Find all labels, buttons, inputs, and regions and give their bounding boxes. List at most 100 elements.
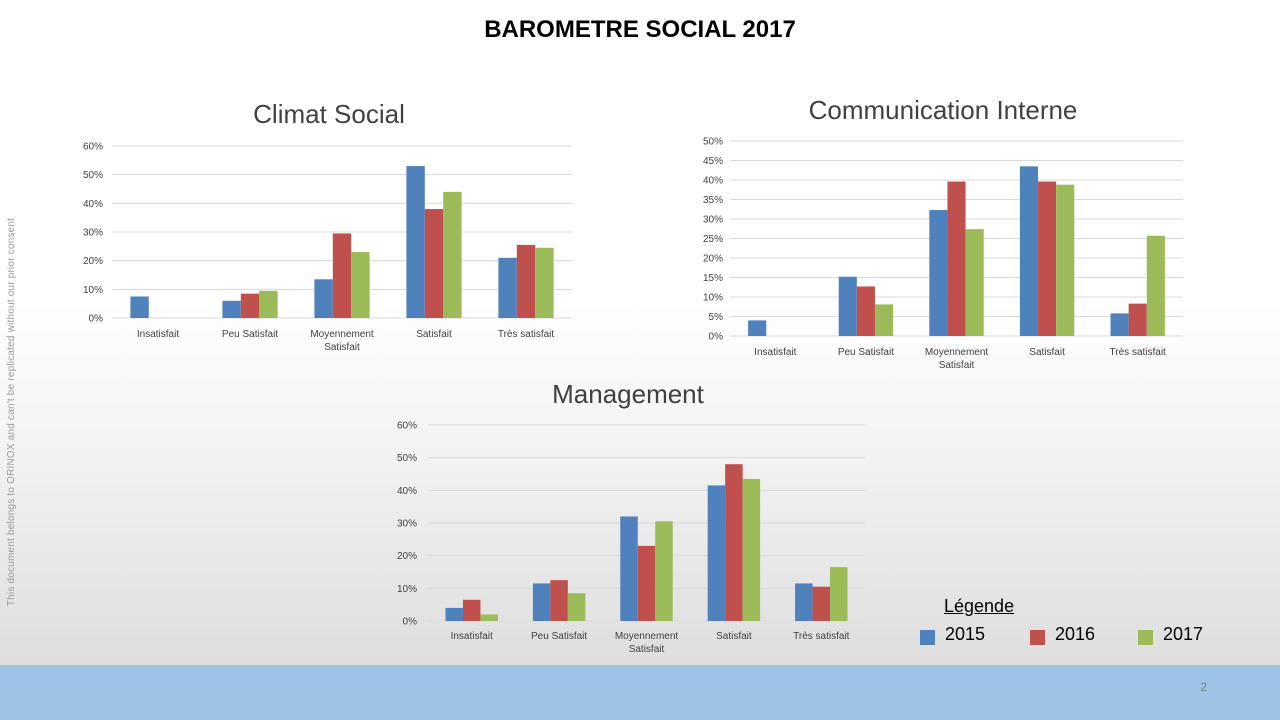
chart-title-climat-social: Climat Social bbox=[253, 99, 405, 129]
bar-satisfait-2015 bbox=[1019, 166, 1039, 336]
x-category-label: Satisfait bbox=[716, 631, 752, 642]
legend-item-2017: 2017 bbox=[1138, 622, 1203, 646]
y-tick-label: 10% bbox=[83, 285, 103, 296]
bar-tres-satisfait-2016 bbox=[1128, 303, 1147, 336]
bar-moyennement-satisfait-2017 bbox=[965, 229, 984, 336]
bar-moyennement-satisfait-2015 bbox=[620, 516, 638, 621]
chart-management: Management 0% 10% 20% 30% 40% 50% 60% Insatisfai… bbox=[397, 379, 865, 655]
bar-tres-satisfait-2017 bbox=[535, 247, 554, 318]
x-category-label: Insatisfait bbox=[451, 631, 493, 642]
x-category-label: Très satisfait bbox=[1110, 347, 1167, 358]
bar-satisfait-2017 bbox=[742, 478, 761, 621]
y-tick-label: 0% bbox=[89, 314, 104, 325]
bar-satisfait-2015 bbox=[707, 485, 726, 621]
bar-peu-satisfait-2016 bbox=[856, 286, 875, 336]
y-tick-label: 20% bbox=[703, 254, 723, 265]
bar-insatisfait-2017 bbox=[480, 614, 498, 621]
x-category-label: Satisfait bbox=[939, 360, 975, 371]
bar-satisfait-2016 bbox=[1038, 181, 1057, 336]
y-tick-label: 30% bbox=[397, 519, 417, 530]
x-category-label: Insatisfait bbox=[137, 329, 179, 340]
bar-moyennement-satisfait-2016 bbox=[332, 233, 352, 318]
x-category-label: Moyennement bbox=[925, 347, 989, 358]
y-tick-label: 5% bbox=[709, 312, 724, 323]
bar-peu-satisfait-2015 bbox=[222, 300, 241, 318]
y-tick-label: 30% bbox=[83, 228, 103, 239]
bar-tres-satisfait-2015 bbox=[795, 583, 813, 621]
y-tick-label: 20% bbox=[83, 256, 103, 267]
legend-title: Légende bbox=[944, 596, 1015, 616]
x-category-label: Peu Satisfait bbox=[222, 329, 278, 340]
bar-peu-satisfait-2015 bbox=[532, 583, 551, 621]
legend-label-2015: 2015 bbox=[945, 623, 986, 644]
legend-item-2015: 2015 bbox=[920, 622, 985, 646]
legend-swatch-2017 bbox=[1138, 629, 1153, 645]
y-tick-label: 40% bbox=[397, 486, 417, 497]
y-tick-label: 40% bbox=[83, 199, 103, 210]
y-tick-label: 40% bbox=[703, 176, 723, 187]
x-category-label: Peu Satisfait bbox=[838, 347, 894, 358]
x-category-label: Moyennement bbox=[615, 631, 679, 642]
chart-title-communication-interne: Communication Interne bbox=[809, 95, 1078, 125]
bar-peu-satisfait-2017 bbox=[567, 593, 586, 621]
y-tick-label: 10% bbox=[397, 584, 417, 595]
bar-peu-satisfait-2017 bbox=[259, 290, 278, 318]
page-title: BAROMETRE SOCIAL 2017 bbox=[484, 16, 796, 43]
y-tick-label: 60% bbox=[83, 142, 103, 153]
bar-tres-satisfait-2016 bbox=[516, 244, 536, 318]
bar-moyennement-satisfait-2017 bbox=[655, 521, 673, 621]
y-tick-label: 0% bbox=[709, 332, 724, 343]
bar-moyennement-satisfait-2015 bbox=[929, 210, 948, 336]
bar-satisfait-2016 bbox=[424, 209, 444, 318]
bar-moyennement-satisfait-2016 bbox=[947, 181, 966, 336]
bar-tres-satisfait-2017 bbox=[830, 567, 848, 621]
bar-peu-satisfait-2016 bbox=[550, 580, 568, 621]
y-tick-label: 45% bbox=[703, 156, 723, 167]
y-tick-label: 15% bbox=[703, 273, 723, 284]
bar-peu-satisfait-2016 bbox=[240, 293, 260, 318]
legend-item-2016: 2016 bbox=[1030, 622, 1095, 646]
page-number: 2 bbox=[1200, 680, 1207, 694]
legend-swatch-2015 bbox=[920, 629, 935, 645]
bar-insatisfait-2015 bbox=[748, 320, 767, 336]
bar-satisfait-2016 bbox=[725, 464, 743, 621]
bar-satisfait-2017 bbox=[443, 191, 462, 318]
y-tick-label: 50% bbox=[703, 137, 723, 148]
footer-band: 2 bbox=[0, 665, 1280, 720]
bar-moyennement-satisfait-2016 bbox=[637, 545, 656, 621]
bar-satisfait-2015 bbox=[406, 166, 425, 318]
bar-insatisfait-2015 bbox=[445, 607, 463, 621]
y-tick-label: 35% bbox=[703, 195, 723, 206]
x-category-label: Satisfait bbox=[324, 342, 360, 353]
bar-tres-satisfait-2015 bbox=[1110, 313, 1129, 336]
bar-tres-satisfait-2017 bbox=[1146, 235, 1165, 336]
y-tick-label: 25% bbox=[703, 234, 723, 245]
x-category-label: Très satisfait bbox=[793, 631, 850, 642]
chart-climat-social: Climat Social 0% 10% 20% 30% 40% 50% 60% Insatis… bbox=[83, 99, 572, 353]
legend-label-2016: 2016 bbox=[1055, 623, 1096, 644]
bar-moyennement-satisfait-2017 bbox=[351, 252, 370, 318]
bar-satisfait-2017 bbox=[1056, 184, 1075, 336]
bar-insatisfait-2016 bbox=[462, 599, 481, 621]
y-tick-label: 60% bbox=[397, 421, 417, 432]
chart-communication-interne: Communication Interne 0% 5% 10% 15% 20% 25% 30%… bbox=[703, 95, 1183, 371]
bar-tres-satisfait-2016 bbox=[812, 586, 831, 621]
bar-peu-satisfait-2017 bbox=[874, 304, 894, 336]
x-category-label: Moyennement bbox=[310, 329, 374, 340]
y-tick-label: 0% bbox=[403, 617, 418, 628]
y-tick-label: 50% bbox=[83, 170, 103, 181]
chart-title-management: Management bbox=[552, 379, 705, 409]
x-category-label: Insatisfait bbox=[754, 347, 796, 358]
x-category-label: Satisfait bbox=[1029, 347, 1065, 358]
bar-insatisfait-2015 bbox=[130, 296, 149, 318]
bar-moyennement-satisfait-2015 bbox=[314, 279, 333, 318]
y-tick-label: 30% bbox=[703, 215, 723, 226]
bar-peu-satisfait-2015 bbox=[838, 276, 857, 336]
charts-canvas: Climat Social 0% 10% 20% 30% 40% 50% 60% Insatis… bbox=[83, 95, 1183, 655]
x-category-label: Peu Satisfait bbox=[531, 631, 587, 642]
x-category-label: Très satisfait bbox=[498, 329, 555, 340]
legend-swatch-2016 bbox=[1030, 629, 1045, 645]
y-tick-label: 50% bbox=[397, 453, 417, 464]
y-tick-label: 20% bbox=[397, 551, 417, 562]
x-category-label: Satisfait bbox=[629, 644, 665, 655]
